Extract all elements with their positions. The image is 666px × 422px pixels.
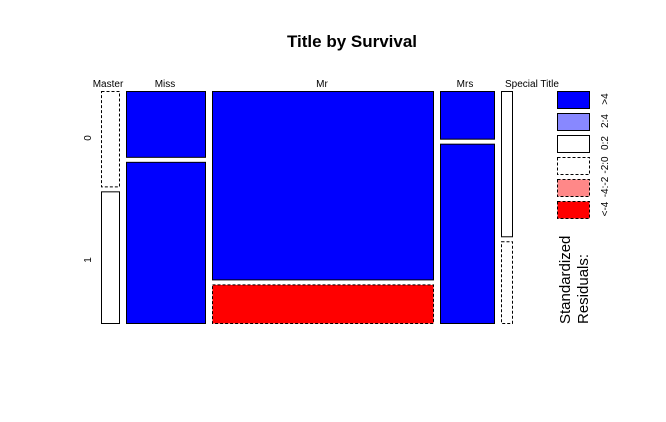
tile-mr-survived-1 bbox=[212, 284, 434, 325]
chart-title: Title by Survival bbox=[287, 32, 417, 51]
legend-swatch-negative_2_4 bbox=[557, 179, 590, 197]
row-label-0: 0 bbox=[83, 135, 94, 141]
tile-mr-survived-0 bbox=[212, 91, 434, 281]
legend-swatch-negative_0_2 bbox=[557, 157, 590, 175]
tile-mrs-survived-0 bbox=[440, 91, 495, 140]
tile-special-title-survived-0 bbox=[501, 91, 513, 238]
column-label-mrs: Mrs bbox=[457, 79, 474, 90]
legend-tick-label: -2:0 bbox=[600, 156, 611, 174]
tile-miss-survived-1 bbox=[126, 161, 206, 324]
tile-master-survived-1 bbox=[101, 191, 120, 324]
tile-mrs-survived-1 bbox=[440, 143, 495, 324]
legend-swatch-positive_2_4 bbox=[557, 113, 590, 131]
legend-tick-label: >4 bbox=[600, 93, 611, 105]
column-label-mr: Mr bbox=[316, 79, 328, 90]
legend-tick-label: 2:4 bbox=[600, 114, 611, 128]
column-label-miss: Miss bbox=[155, 79, 176, 90]
tile-special-title-survived-1 bbox=[501, 241, 513, 324]
row-labels: 01 bbox=[83, 135, 94, 263]
legend-swatch-neutral_0_2 bbox=[557, 135, 590, 153]
residual-legend: >4 2:4 0:2 -2:0 -4:-2 <-4 Standardized Residual… bbox=[557, 91, 611, 324]
tile-miss-survived-0 bbox=[126, 91, 206, 158]
legend-title-line: Standardized bbox=[557, 236, 574, 324]
legend-tick-label: -4:-2 bbox=[600, 176, 611, 197]
column-labels: Master Miss Mr Mrs Special Title bbox=[93, 79, 560, 90]
tile-master-survived-0 bbox=[101, 91, 120, 188]
legend-title-line: Residuals: bbox=[575, 254, 592, 324]
column-label-master: Master bbox=[93, 79, 124, 90]
legend-swatch-positive_over_4 bbox=[557, 91, 590, 109]
legend-swatch-negative_under_4 bbox=[557, 201, 590, 219]
mosaic-tiles bbox=[101, 91, 513, 325]
legend-tick-label: <-4 bbox=[600, 201, 611, 216]
column-label-special-title: Special Title bbox=[505, 79, 559, 90]
legend-tick-label: 0:2 bbox=[600, 136, 611, 150]
row-label-1: 1 bbox=[83, 257, 94, 263]
